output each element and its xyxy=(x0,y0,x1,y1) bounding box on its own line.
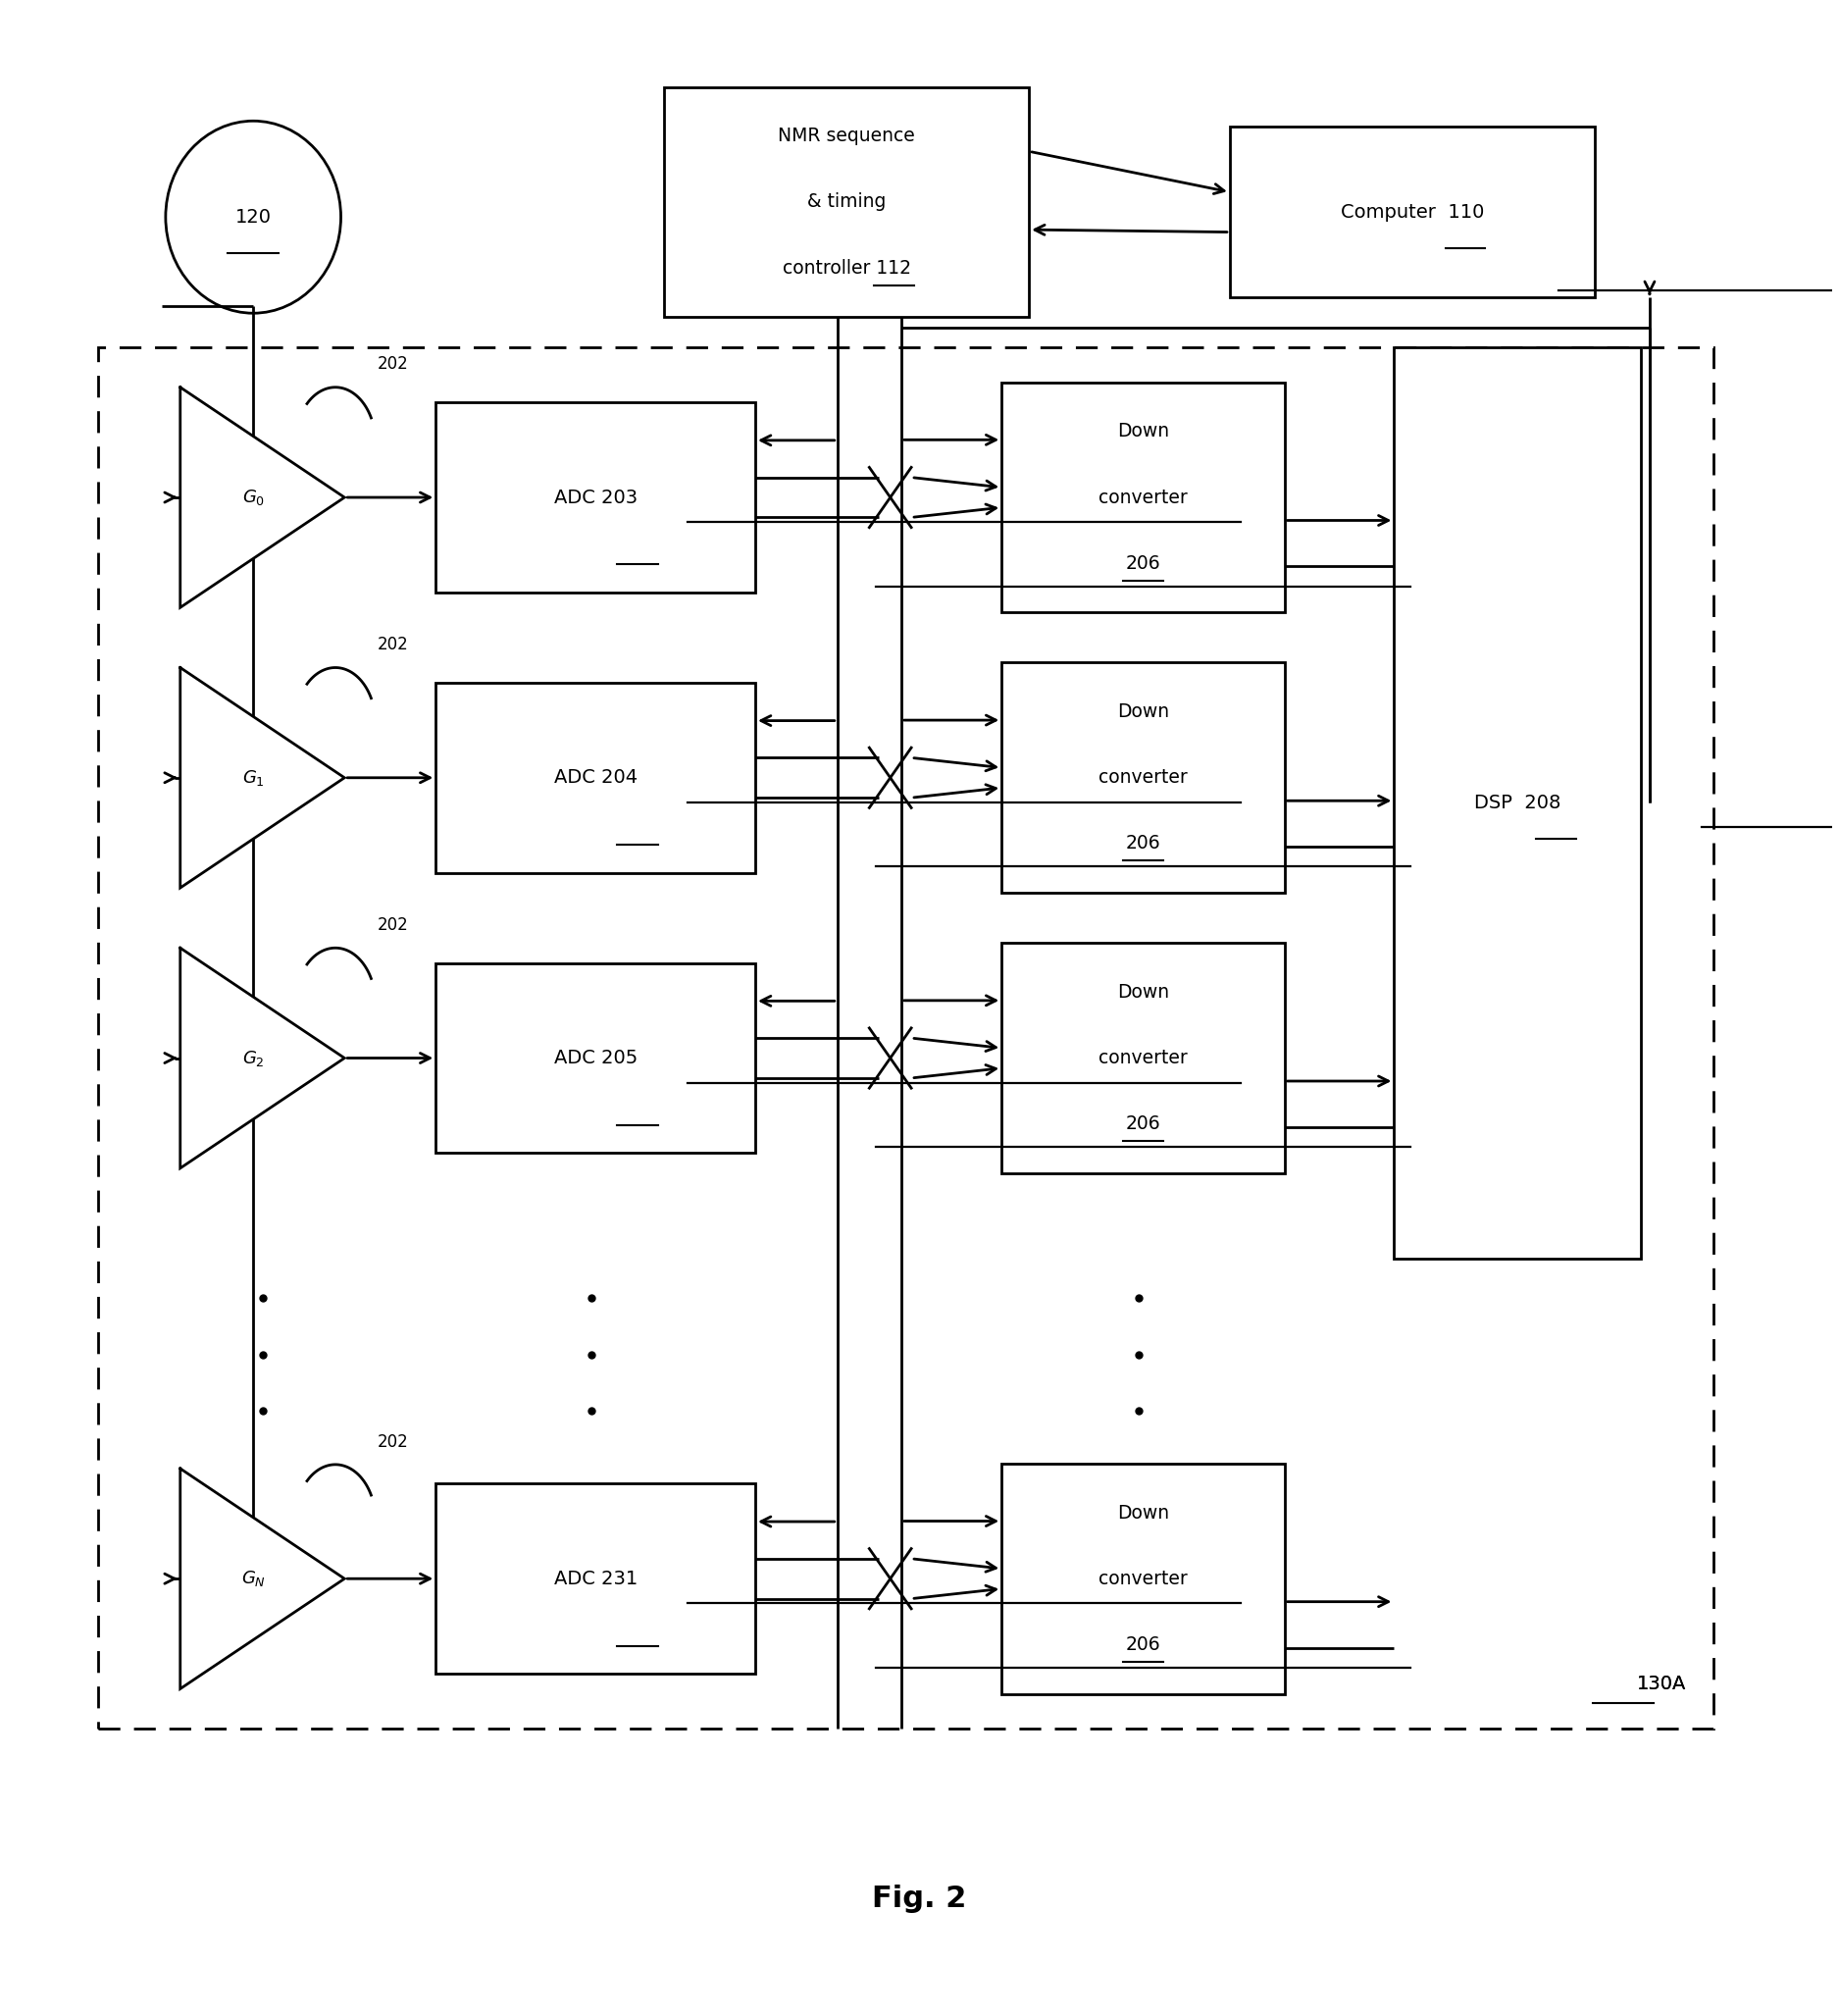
Bar xyxy=(436,1484,756,1673)
Text: DSP  208: DSP 208 xyxy=(1475,794,1561,812)
Text: $G_2$: $G_2$ xyxy=(243,1048,265,1068)
Text: ADC 203: ADC 203 xyxy=(554,488,638,506)
Text: $G_0$: $G_0$ xyxy=(243,488,265,508)
Text: 206: 206 xyxy=(1125,835,1160,853)
Text: NMR sequence: NMR sequence xyxy=(778,127,916,145)
Text: & timing: & timing xyxy=(807,194,886,212)
Bar xyxy=(1002,943,1285,1173)
Text: converter: converter xyxy=(1098,488,1188,506)
Bar xyxy=(1394,347,1640,1258)
Bar xyxy=(1002,1464,1285,1693)
Text: Computer  110: Computer 110 xyxy=(1341,204,1484,222)
Text: 206: 206 xyxy=(1125,1635,1160,1653)
Text: ADC 204: ADC 204 xyxy=(554,768,638,786)
Polygon shape xyxy=(180,948,344,1167)
Polygon shape xyxy=(180,387,344,607)
Text: 130A: 130A xyxy=(1637,1673,1686,1693)
Text: ADC 231: ADC 231 xyxy=(554,1568,638,1589)
Bar xyxy=(436,964,756,1153)
Bar xyxy=(436,403,756,593)
Text: converter: converter xyxy=(1098,768,1188,786)
Bar xyxy=(664,87,1030,317)
Text: Down: Down xyxy=(1116,1504,1170,1522)
Text: $G_N$: $G_N$ xyxy=(241,1568,265,1589)
Polygon shape xyxy=(180,1468,344,1689)
Text: 120: 120 xyxy=(235,208,272,226)
Text: Fig. 2: Fig. 2 xyxy=(872,1885,967,1913)
Text: controller 112: controller 112 xyxy=(782,258,910,276)
Text: 202: 202 xyxy=(377,1433,408,1452)
Bar xyxy=(97,347,1714,1730)
Text: converter: converter xyxy=(1098,1568,1188,1589)
Bar xyxy=(1230,127,1594,296)
Bar xyxy=(436,683,756,873)
Text: ADC 205: ADC 205 xyxy=(554,1048,638,1066)
Text: Down: Down xyxy=(1116,984,1170,1002)
Bar xyxy=(1002,663,1285,893)
Text: 202: 202 xyxy=(377,915,408,933)
Text: 202: 202 xyxy=(377,635,408,653)
Text: $G_1$: $G_1$ xyxy=(243,768,265,788)
Bar xyxy=(1002,383,1285,613)
Text: 130A: 130A xyxy=(1637,1673,1686,1693)
Text: 206: 206 xyxy=(1125,1115,1160,1133)
Polygon shape xyxy=(180,667,344,887)
Text: 202: 202 xyxy=(377,355,408,373)
Text: 206: 206 xyxy=(1125,554,1160,573)
Text: converter: converter xyxy=(1098,1048,1188,1066)
Text: Down: Down xyxy=(1116,421,1170,442)
Text: Down: Down xyxy=(1116,704,1170,722)
